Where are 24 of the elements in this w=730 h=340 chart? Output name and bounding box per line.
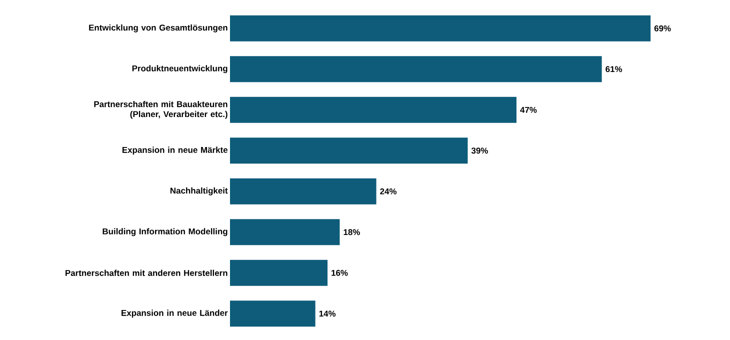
bar [230,178,376,204]
bar [230,300,316,327]
y-tick-label: Building Information Modelling [102,228,228,236]
y-tick-label: Expansion in neue Länder [122,310,228,318]
bar [230,260,328,286]
bar [230,96,516,123]
data-label: 61% [606,66,622,72]
y-tick-label: Expansion in neue Märkte [122,146,228,155]
data-label: 69% [654,25,671,32]
data-label: 14% [319,310,336,317]
bar [230,138,468,164]
data-label: 24% [380,188,397,194]
data-label: 39% [471,148,488,154]
y-tick-label: Partnerschaften mit Bauakteuren (Planer, Verarbeiter etc.) [94,100,228,119]
y-tick-label: Partnerschaften mit anderen Herstellern [66,270,228,276]
bar [230,56,602,82]
y-tick-label: Nachhaltigkeit [170,187,228,196]
bar [230,219,340,246]
bar [230,15,651,42]
y-tick-label: Entwicklung von Gesamtlösungen [89,24,228,32]
data-label: 47% [520,106,537,113]
data-label: 16% [332,270,348,276]
y-tick-label: Produktneuentwicklung [132,65,228,74]
data-label: 18% [344,229,360,236]
